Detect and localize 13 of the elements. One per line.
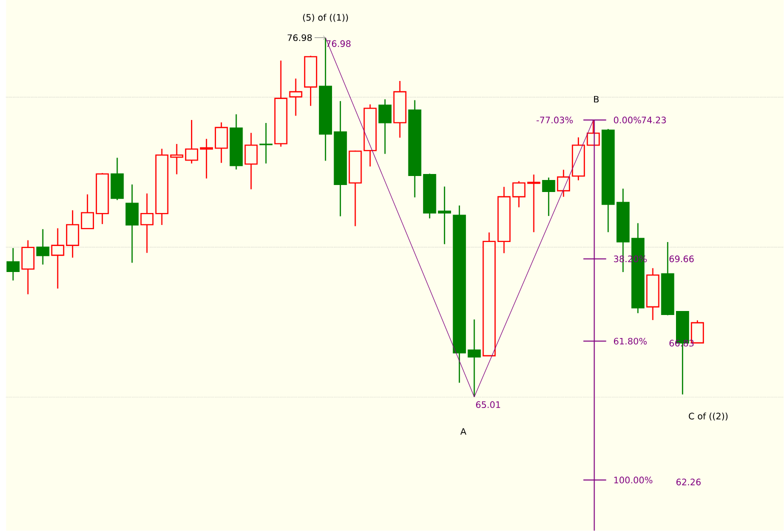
annotation: 100.00% xyxy=(614,476,652,484)
annotation: 65.01 xyxy=(476,401,500,408)
annotation: B xyxy=(594,96,599,102)
annotation: 69.66 xyxy=(669,255,694,262)
annotation: (5) of ((1)) xyxy=(303,14,348,22)
annotation: 61.80% xyxy=(614,338,647,344)
annotation: 74.23 xyxy=(642,116,666,124)
annotation: 76.98 xyxy=(288,34,312,41)
annotation: 62.26 xyxy=(676,478,701,486)
annotation: -77.03% xyxy=(536,116,573,124)
annotation: 0.00% xyxy=(614,116,642,124)
annotation: A xyxy=(460,428,466,435)
annotation: C of ((2)) xyxy=(688,412,728,420)
